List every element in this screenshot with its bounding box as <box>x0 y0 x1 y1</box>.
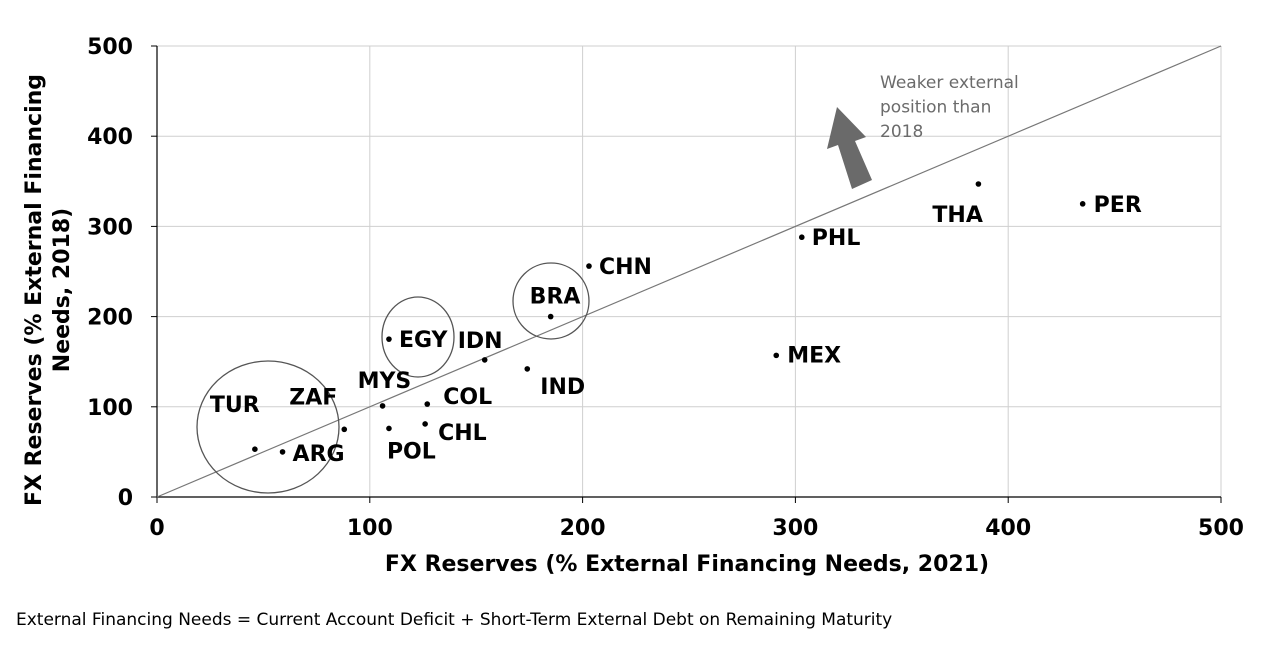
highlight-circle-egy <box>381 296 455 378</box>
point-phl <box>798 234 805 241</box>
point-tha <box>975 181 982 187</box>
point-label-idn: IDN <box>458 329 503 354</box>
y-axis-title-line-1: FX Reserves (% External Financing <box>22 74 47 506</box>
annotation-layer: Weaker external position than 2018 <box>827 73 1019 189</box>
chart-svg: TUR ARG ZAF MYS POL EGY COL CHL IDN IND BRA CHN MEX P… <box>22 35 1244 577</box>
point-arg <box>279 449 286 455</box>
point-label-pol: POL <box>387 439 436 464</box>
footnote: External Financing Needs = Current Accou… <box>16 610 893 630</box>
point-label-mys: MYS <box>358 369 412 394</box>
point-label-arg: ARG <box>293 442 345 467</box>
reference-line-layer <box>156 45 1222 498</box>
point-label-chn: CHN <box>599 255 652 280</box>
points-layer <box>252 181 1086 455</box>
y-tick-label: 0 <box>118 486 133 511</box>
point-zaf <box>341 426 348 433</box>
point-label-per: PER <box>1094 193 1142 218</box>
x-tick-label: 300 <box>772 516 818 541</box>
point-label-tur: TUR <box>210 393 260 418</box>
point-label-zaf: ZAF <box>289 385 337 410</box>
point-labels-layer: TUR ARG ZAF MYS POL EGY COL CHL IDN IND BRA CHN MEX P… <box>210 193 1142 467</box>
axes-layer <box>151 45 1222 503</box>
x-tick-label: 500 <box>1198 516 1244 541</box>
point-mys <box>379 403 386 409</box>
y-tick-label: 200 <box>87 306 133 331</box>
point-tur <box>252 446 258 452</box>
arrow-up-right-icon <box>827 107 872 189</box>
point-label-mex: MEX <box>787 343 841 368</box>
highlight-circle-bra <box>512 262 590 340</box>
y-axis-title-line-2: Needs, 2018) <box>50 208 75 372</box>
point-label-egy: EGY <box>399 328 449 353</box>
x-tick-label: 100 <box>347 516 393 541</box>
point-ind <box>524 366 531 372</box>
annotation-text-line: 2018 <box>880 122 923 142</box>
x-tick-label: 0 <box>149 516 164 541</box>
point-idn <box>481 357 488 363</box>
point-bra <box>547 313 554 320</box>
point-label-col: COL <box>443 385 492 410</box>
point-label-phl: PHL <box>812 226 861 251</box>
y-tick-label: 300 <box>87 215 133 240</box>
point-per <box>1079 201 1086 207</box>
grid-layer <box>157 45 1222 497</box>
y-tick-label: 500 <box>87 35 133 60</box>
x-tick-label: 200 <box>560 516 606 541</box>
y-tick-label: 400 <box>87 125 133 150</box>
point-col <box>424 401 431 407</box>
point-label-chl: CHL <box>438 421 487 446</box>
point-label-bra: BRA <box>530 285 581 310</box>
point-chn <box>586 263 592 269</box>
point-egy <box>386 336 392 342</box>
point-mex <box>773 352 780 359</box>
y-tick-label: 100 <box>87 396 133 421</box>
highlight-circles-layer <box>196 262 590 494</box>
annotation-text-line: position than <box>880 98 991 118</box>
point-label-ind: IND <box>540 375 585 400</box>
highlight-circle-tur-arg-zaf <box>196 360 340 494</box>
point-label-tha: THA <box>932 203 982 228</box>
point-pol <box>386 425 392 432</box>
x-tick-label: 400 <box>985 516 1031 541</box>
x-axis-title: FX Reserves (% External Financing Needs,… <box>385 552 989 577</box>
reference-line-y-equals-x <box>156 45 1222 498</box>
annotation-text-line: Weaker external <box>880 73 1019 93</box>
point-chl <box>422 421 428 427</box>
tick-labels-layer: 0 100 200 300 400 500 0 100 200 300 400 500 <box>87 35 1244 541</box>
